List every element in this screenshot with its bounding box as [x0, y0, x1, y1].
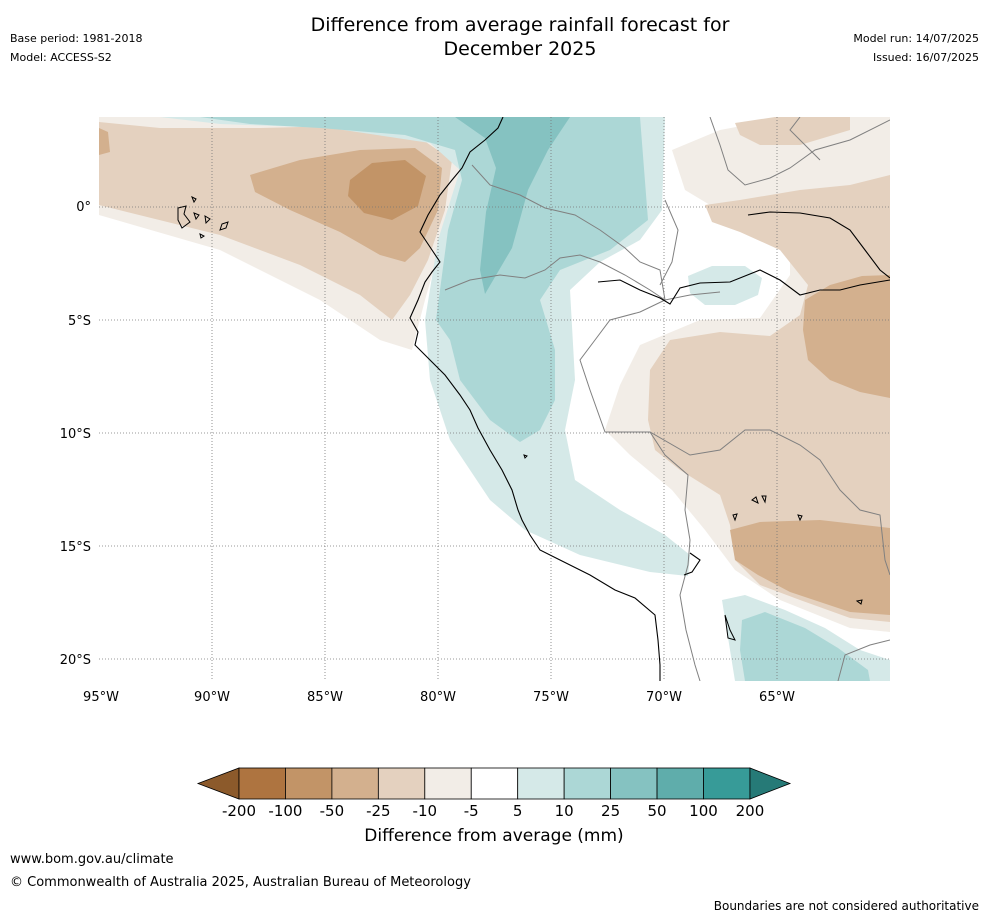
lon-label-65w: 65°W — [759, 690, 795, 705]
colorbar: -200 -100 -50 -25 -10 -5 5 10 25 50 100 200 — [196, 767, 792, 820]
issued-date-text: Issued: 16/07/2025 — [872, 51, 979, 64]
colorbar-tick-label: -10 — [413, 802, 438, 820]
lon-label-75w: 75°W — [533, 690, 569, 705]
colorbar-extend-low — [196, 767, 240, 800]
colorbar-bin — [238, 767, 286, 800]
colorbar-bin — [703, 767, 751, 800]
inland-lakes — [523, 454, 863, 641]
pacific-dry-west-edge — [99, 128, 110, 155]
lat-label-20s: 20°S — [60, 653, 91, 668]
lon-label-95w: 95°W — [83, 690, 119, 705]
colorbar-bin — [563, 767, 612, 800]
boundaries-disclaimer: Boundaries are not considered authoritat… — [713, 899, 979, 913]
amazon-dry-inner-south — [730, 520, 890, 615]
colorbar-tick-label: -50 — [320, 802, 345, 820]
colorbar-extend-high — [749, 767, 792, 800]
lon-label-80w: 80°W — [420, 690, 456, 705]
colorbar-tick-label: -25 — [366, 802, 391, 820]
colorbar-tick-label: -100 — [268, 802, 302, 820]
amazon-dry-inner-east — [803, 275, 890, 398]
colorbar-bin — [517, 767, 565, 800]
colorbar-bin — [424, 767, 472, 800]
colorbar-tick-label: 50 — [648, 802, 667, 820]
title-line-1: Difference from average rainfall forecas… — [310, 14, 730, 36]
lat-label-5s: 5°S — [68, 314, 91, 329]
wet-band-mid — [200, 117, 648, 442]
colorbar-bin — [377, 767, 426, 800]
amazon-wet-patch — [688, 266, 762, 305]
colorbar-tick-label: 5 — [513, 802, 523, 820]
colorbar-tick-label: -200 — [222, 802, 256, 820]
lat-label-15s: 15°S — [60, 540, 91, 555]
lon-label-90w: 90°W — [194, 690, 230, 705]
colorbar-bin — [470, 767, 519, 800]
wet-band-strait — [300, 117, 460, 128]
colorbar-tick-label: 100 — [689, 802, 718, 820]
coastlines — [409, 117, 890, 681]
title-line-2: December 2025 — [443, 38, 597, 60]
lat-label-0: 0° — [76, 200, 91, 215]
country-borders — [444, 117, 890, 681]
colorbar-tick-label: 25 — [601, 802, 620, 820]
base-period-text: Base period: 1981-2018 — [10, 32, 143, 45]
south-wet-inner — [740, 612, 870, 681]
lat-label-10s: 10°S — [60, 427, 91, 442]
wet-band-inner — [455, 117, 570, 294]
website-url: www.bom.gov.au/climate — [10, 852, 174, 867]
latitude-labels: 0° 5°S 10°S 15°S 20°S — [60, 200, 91, 668]
longitude-labels: 95°W 90°W 85°W 80°W 75°W 70°W 65°W — [83, 690, 795, 705]
amazon-dry-top — [735, 117, 850, 145]
lon-label-70w: 70°W — [646, 690, 682, 705]
galapagos-islands — [177, 195, 229, 239]
colorbar-tick-label: 200 — [736, 802, 765, 820]
rainfall-anomaly-field — [99, 117, 890, 681]
colorbar-bin — [656, 767, 704, 800]
model-run-text: Model run: 14/07/2025 — [853, 32, 979, 45]
page-title: Difference from average rainfall forecas… — [220, 13, 820, 61]
colorbar-tick-label: -5 — [464, 802, 479, 820]
colorbar-bin — [610, 767, 658, 800]
copyright-text: © Commonwealth of Australia 2025, Austra… — [10, 875, 471, 890]
colorbar-bin — [285, 767, 333, 800]
lon-label-85w: 85°W — [307, 690, 343, 705]
colorbar-label: Difference from average (mm) — [364, 826, 624, 846]
pacific-dry-core — [348, 160, 426, 220]
colorbar-tick-label: 10 — [555, 802, 574, 820]
colorbar-bin — [331, 767, 379, 800]
model-name-text: Model: ACCESS-S2 — [10, 51, 112, 64]
graticule — [99, 117, 890, 681]
